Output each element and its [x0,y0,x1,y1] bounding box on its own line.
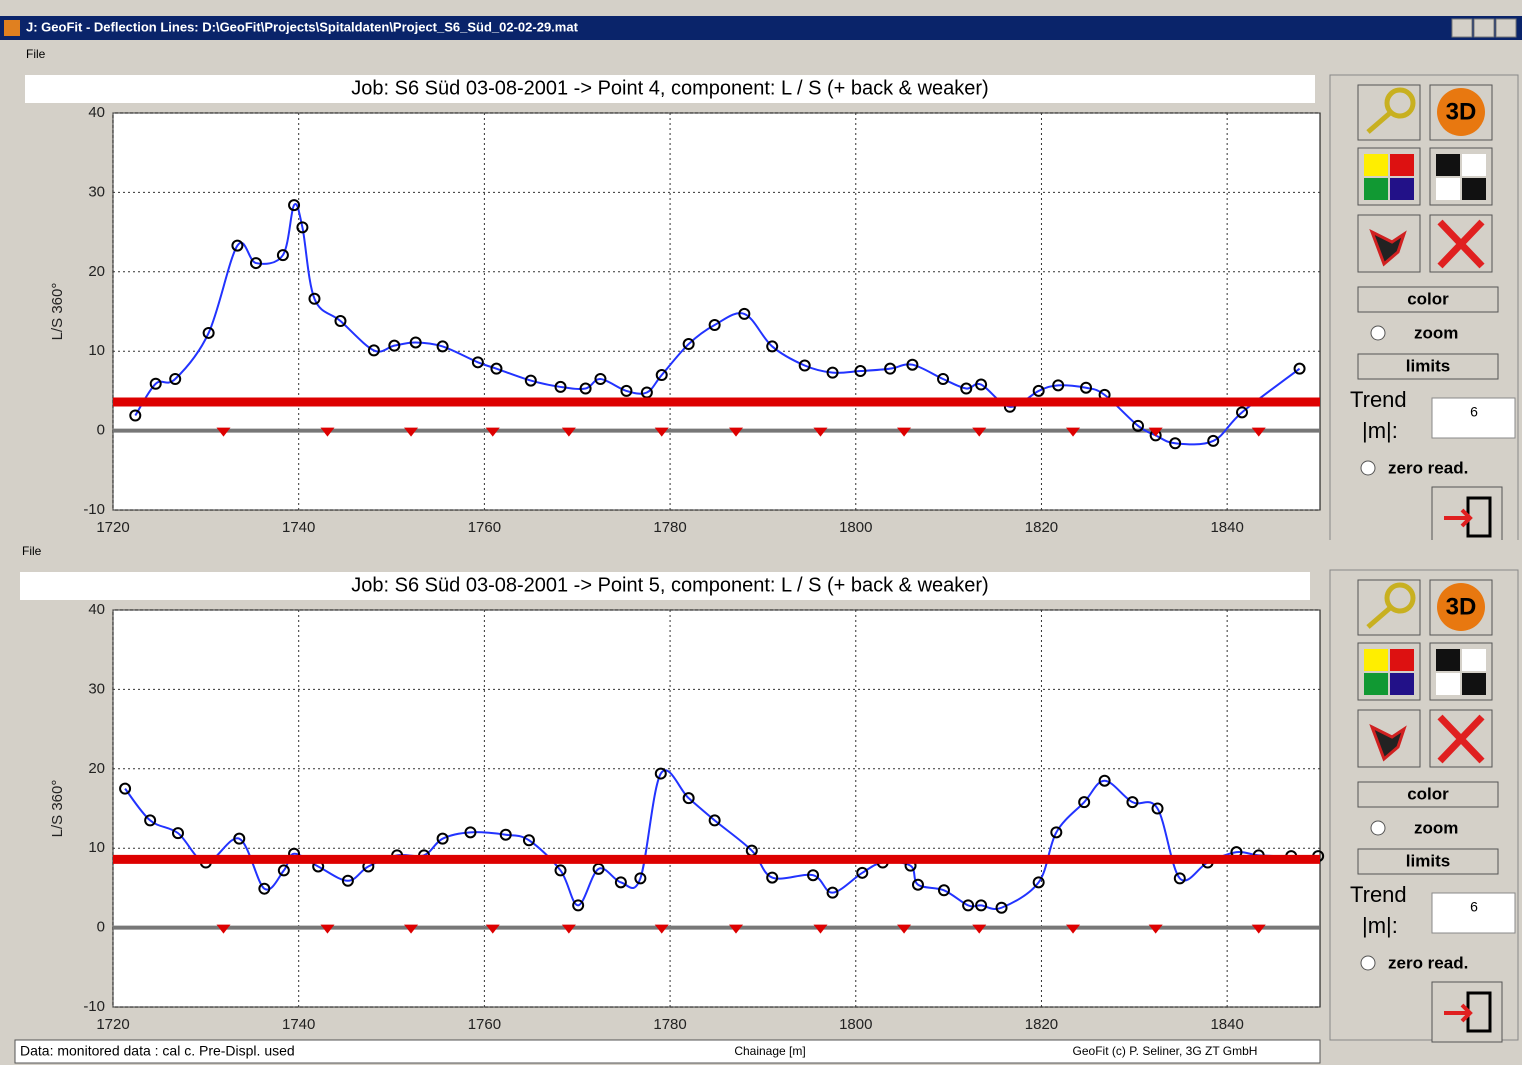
trend-label: Trend [1350,387,1407,412]
x-tick-label: 1820 [1025,1016,1058,1033]
y-tick-label: 0 [97,422,105,439]
chart-title: Job: S6 Süd 03-08-2001 -> Point 5, compo… [351,574,988,596]
maximize[interactable] [1474,19,1494,37]
bw-swatch [1436,178,1460,200]
x-tick-label: 1760 [468,1016,501,1033]
menu-file[interactable]: File [26,47,46,61]
y-tick-label: 20 [88,263,105,280]
plot-area [113,610,1320,1007]
y-tick-label: 40 [88,104,105,121]
limits-label: limits [1406,851,1450,870]
trend-unit: |m|: [1362,913,1398,938]
x-tick-label: 1840 [1210,519,1243,536]
bw-swatch [1462,154,1486,176]
x-tick-label: 1760 [468,519,501,536]
control-panel: 3D color zoom limits Trend |m|: 6 zero read. [1330,570,1518,1042]
status-center: Chainage [m] [734,1044,805,1058]
status-right: GeoFit (c) P. Seliner, 3G ZT GmbH [1073,1044,1258,1058]
minimize[interactable] [1452,19,1472,37]
zoom-radio[interactable] [1371,326,1385,340]
zero-radio[interactable] [1361,956,1375,970]
x-tick-label: 1740 [282,519,315,536]
x-tick-label: 1780 [653,519,686,536]
x-tick-label: 1840 [1210,1016,1243,1033]
y-tick-label: 10 [88,342,105,359]
y-tick-label: 40 [88,601,105,618]
x-tick-label: 1820 [1025,519,1058,536]
color-swatch [1390,649,1414,671]
3d-label: 3D [1446,98,1477,125]
x-tick-label: 1780 [653,1016,686,1033]
window-buttons[interactable] [1452,19,1516,37]
color-swatch [1364,178,1388,200]
zero-label: zero read. [1388,953,1468,972]
zero-label: zero read. [1388,458,1468,477]
screen: J: GeoFit - Deflection Lines: D:\GeoFit\… [0,0,1522,1065]
bw-swatch [1436,154,1460,176]
status-left: Data: monitored data : cal c. Pre-Displ.… [20,1043,295,1059]
bw-swatch [1462,673,1486,695]
color-label: color [1407,784,1449,803]
bw-swatch [1436,673,1460,695]
trend-label: Trend [1350,882,1407,907]
trend-unit: |m|: [1362,418,1398,443]
y-axis-label: L/S 360° [49,283,66,341]
trend-value: 6 [1470,404,1478,420]
color-swatch [1364,154,1388,176]
chart-title: Job: S6 Süd 03-08-2001 -> Point 4, compo… [351,77,988,99]
color-swatch [1390,178,1414,200]
y-tick-label: 10 [88,839,105,856]
zoom-label: zoom [1414,323,1458,342]
trend-value: 6 [1470,899,1478,915]
y-tick-label: 30 [88,183,105,200]
color-swatch [1364,673,1388,695]
bw-swatch [1462,178,1486,200]
y-axis-label: L/S 360° [49,780,66,838]
control-panel: 3D color zoom limits Trend |m|: 6 zero read. [1330,75,1518,547]
bw-swatch [1436,649,1460,671]
y-tick-label: 0 [97,919,105,936]
x-tick-label: 1720 [96,1016,129,1033]
limits-label: limits [1406,356,1450,375]
zoom-label: zoom [1414,818,1458,837]
y-tick-label: 20 [88,760,105,777]
y-tick-label: -10 [83,998,105,1015]
window-title: J: GeoFit - Deflection Lines: D:\GeoFit\… [26,19,579,34]
color-swatch [1390,673,1414,695]
color-swatch [1364,649,1388,671]
x-tick-label: 1800 [839,519,872,536]
x-tick-label: 1740 [282,1016,315,1033]
close[interactable] [1496,19,1516,37]
chart-group: Job: S6 Süd 03-08-2001 -> Point 4, compo… [25,75,1320,536]
y-tick-label: 30 [88,680,105,697]
chart-group: Job: S6 Süd 03-08-2001 -> Point 5, compo… [20,572,1323,1033]
menu-file[interactable]: File [22,544,42,558]
plot-area [113,113,1320,510]
x-tick-label: 1720 [96,519,129,536]
3d-label: 3D [1446,593,1477,620]
x-tick-label: 1800 [839,1016,872,1033]
color-label: color [1407,289,1449,308]
y-tick-label: -10 [83,501,105,518]
bw-swatch [1462,649,1486,671]
zoom-radio[interactable] [1371,821,1385,835]
zero-radio[interactable] [1361,461,1375,475]
app-icon [4,20,20,36]
color-swatch [1390,154,1414,176]
